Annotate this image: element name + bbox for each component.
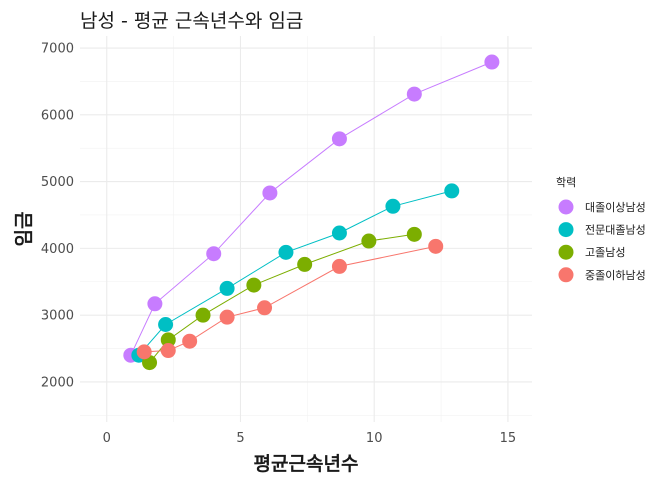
legend-label: 중졸이하남성 [585,268,646,282]
data-point [246,278,261,293]
data-point [361,234,376,249]
data-point [262,185,277,200]
data-point [385,199,400,214]
legend-title: 학력 [556,176,576,189]
y-tick-label: 4000 [41,242,74,257]
x-tick-label: 5 [236,431,244,446]
y-axis-ticks: 2000 3000 4000 5000 6000 7000 [41,42,74,391]
data-point [407,227,422,242]
data-point [332,259,347,274]
legend-label: 고졸남성 [585,246,625,259]
data-point [220,310,235,325]
data-point [158,317,173,332]
data-point [332,131,347,146]
chart-title: 남성 - 평균 근속년수와 임금 [80,10,303,32]
legend-label: 전문대졸남성 [585,224,646,237]
data-point [137,344,152,359]
x-axis-title: 평균근속년수 [254,453,359,475]
legend-key [559,267,574,282]
legend-key [559,200,574,215]
y-tick-label: 5000 [41,175,74,190]
legend-label: 대졸이상남성 [585,201,646,214]
data-point [257,300,272,315]
data-point [147,296,162,311]
data-point [196,308,211,323]
data-point [428,239,443,254]
data-point [444,183,459,198]
y-axis-title: 임금 [13,212,35,247]
legend-key [559,245,574,260]
data-point [332,226,347,241]
x-axis-ticks: 0 5 10 15 [103,431,517,446]
y-tick-label: 6000 [41,108,74,123]
data-point [161,343,176,358]
data-point [278,245,293,260]
legend-key [559,222,574,237]
data-point [206,246,221,261]
x-tick-label: 15 [500,431,517,446]
x-tick-label: 10 [366,431,383,446]
data-point [407,87,422,102]
data-point [182,334,197,349]
x-tick-label: 0 [103,431,111,446]
data-point [297,257,312,272]
y-tick-label: 2000 [41,375,74,390]
y-tick-label: 7000 [41,42,74,57]
y-tick-label: 3000 [41,309,74,324]
data-point [220,281,235,296]
data-point [484,55,499,70]
